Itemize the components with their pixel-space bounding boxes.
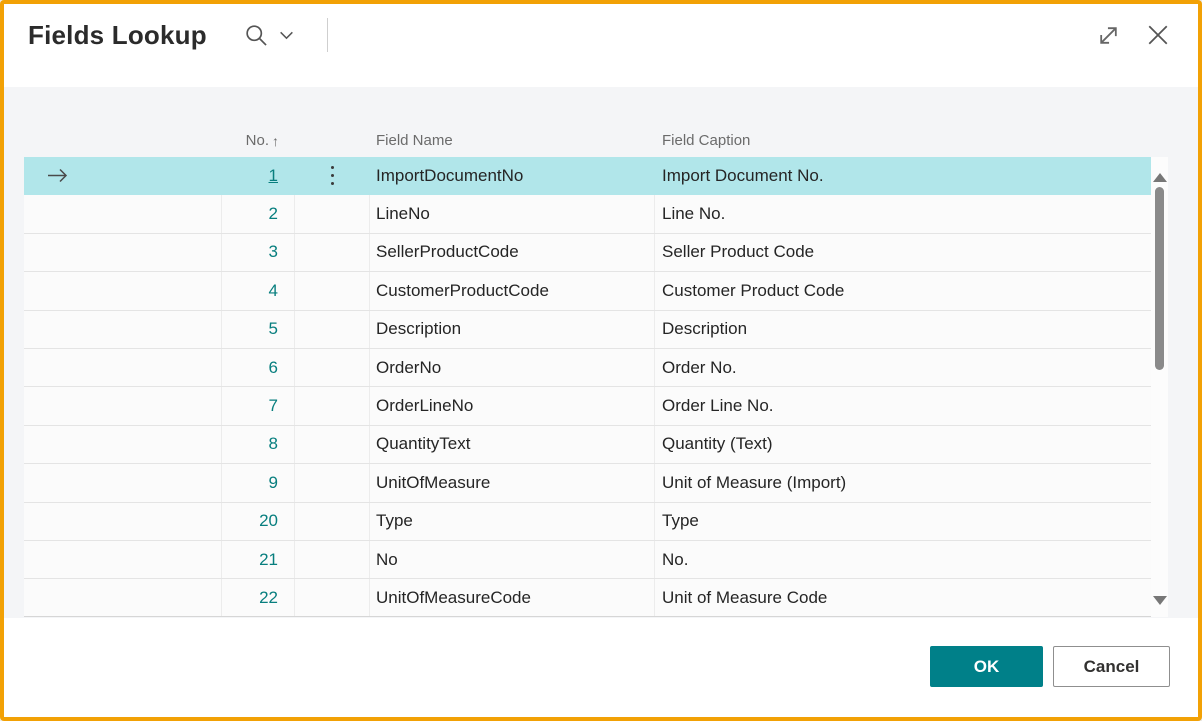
row-menu-cell <box>295 579 370 616</box>
fields-table: 1 ImportDocumentNo Import Document No. 2 Lin… <box>24 157 1151 617</box>
row-field-caption: Quantity (Text) <box>662 434 773 454</box>
row-selector-cell <box>24 195 222 233</box>
row-field-caption: Description <box>662 319 748 339</box>
table-row[interactable]: 21 No No. <box>24 540 1151 580</box>
dialog-titlebar: Fields Lookup <box>4 4 1198 87</box>
row-field-name: QuantityText <box>370 425 655 464</box>
dialog-title: Fields Lookup <box>28 19 207 50</box>
row-menu-cell <box>295 540 370 579</box>
table-row[interactable]: 22 UnitOfMeasureCode Unit of Measure Code <box>24 579 1151 616</box>
table-row[interactable]: 20 Type Type <box>24 502 1151 541</box>
scrollbar-thumb[interactable] <box>1155 187 1164 370</box>
row-field-name: LineNo <box>370 195 655 233</box>
row-field-caption: Customer Product Code <box>662 280 845 300</box>
titlebar-divider <box>326 18 328 52</box>
row-menu-cell <box>295 233 370 272</box>
ok-button[interactable]: OK <box>930 646 1043 687</box>
close-icon[interactable] <box>1142 19 1174 51</box>
row-no-link[interactable]: 22 <box>259 587 278 607</box>
row-menu-cell <box>295 425 370 464</box>
row-menu-cell <box>295 502 370 540</box>
row-field-name: Type <box>370 502 655 540</box>
row-field-caption: Line No. <box>662 204 726 224</box>
row-menu-cell <box>295 272 370 310</box>
row-field-name: OrderNo <box>370 348 655 387</box>
row-no-link[interactable]: 6 <box>268 357 278 377</box>
expand-dialog-icon[interactable] <box>1093 20 1124 51</box>
row-field-name: UnitOfMeasure <box>370 464 655 502</box>
row-no-link[interactable]: 5 <box>268 319 278 339</box>
row-selector-cell <box>24 157 222 194</box>
row-menu-cell <box>295 464 370 502</box>
row-selector-cell <box>24 348 222 387</box>
column-header-field-name[interactable]: Field Name <box>376 132 453 149</box>
row-field-caption: Order Line No. <box>662 396 774 416</box>
grid-column-headers: No. ↑ Field Name Field Caption <box>24 87 1151 157</box>
row-menu-cell <box>295 195 370 233</box>
table-row[interactable]: 3 SellerProductCode Seller Product Code <box>24 233 1151 273</box>
row-menu-cell <box>295 387 370 425</box>
table-row[interactable]: 2 LineNo Line No. <box>24 195 1151 234</box>
row-no-link[interactable]: 7 <box>268 396 278 416</box>
row-no-link[interactable]: 20 <box>259 511 278 531</box>
row-field-name: No <box>370 540 655 579</box>
row-field-name: OrderLineNo <box>370 387 655 425</box>
cancel-button[interactable]: Cancel <box>1053 646 1170 687</box>
row-no-link[interactable]: 9 <box>268 472 278 492</box>
column-header-field-caption[interactable]: Field Caption <box>662 132 751 149</box>
row-selector-cell <box>24 233 222 272</box>
row-no-link[interactable]: 1 <box>268 165 278 185</box>
row-field-name: ImportDocumentNo <box>376 165 524 185</box>
table-row[interactable]: 7 OrderLineNo Order Line No. <box>24 387 1151 426</box>
row-selector-cell <box>24 387 222 425</box>
row-selector-cell <box>24 502 222 540</box>
row-field-caption: Seller Product Code <box>662 242 815 262</box>
row-field-name: SellerProductCode <box>370 233 655 272</box>
row-field-caption: Unit of Measure (Import) <box>662 472 847 492</box>
vertical-scrollbar[interactable] <box>1151 157 1168 617</box>
dialog-body: No. ↑ Field Name Field Caption 1 ImportDo… <box>4 87 1198 717</box>
dialog-footer: OK Cancel <box>4 618 1198 717</box>
row-menu-cell <box>295 348 370 387</box>
sort-ascending-icon: ↑ <box>272 132 279 149</box>
row-no-link[interactable]: 2 <box>268 204 278 224</box>
row-field-name: UnitOfMeasureCode <box>370 579 655 616</box>
column-header-no[interactable]: No. <box>245 132 269 149</box>
table-row[interactable]: 9 UnitOfMeasure Unit of Measure (Import) <box>24 464 1151 503</box>
scroll-up-icon[interactable] <box>1152 173 1167 182</box>
row-no-link[interactable]: 4 <box>268 280 278 300</box>
row-selector-cell <box>24 579 222 616</box>
row-selector-cell <box>24 425 222 464</box>
table-row[interactable]: 5 Description Description <box>24 310 1151 349</box>
scroll-down-icon[interactable] <box>1152 596 1167 605</box>
search-icon[interactable] <box>241 20 272 51</box>
table-row[interactable]: 6 OrderNo Order No. <box>24 348 1151 388</box>
vertical-ellipsis-icon[interactable] <box>327 162 338 189</box>
row-field-name: Description <box>370 310 655 348</box>
row-field-caption: Unit of Measure Code <box>662 587 828 607</box>
table-row[interactable]: 4 CustomerProductCode Customer Product Cod… <box>24 272 1151 311</box>
row-no-link[interactable]: 8 <box>268 434 278 454</box>
row-field-caption: Order No. <box>662 357 737 377</box>
row-no-link[interactable]: 3 <box>268 242 278 262</box>
row-selector-cell <box>24 464 222 502</box>
table-row[interactable]: 8 QuantityText Quantity (Text) <box>24 425 1151 465</box>
row-menu-cell <box>295 157 370 194</box>
row-menu-cell <box>295 310 370 348</box>
row-field-caption: No. <box>662 549 689 569</box>
row-field-name: CustomerProductCode <box>370 272 655 310</box>
row-field-caption: Type <box>662 511 699 531</box>
table-row[interactable]: 1 ImportDocumentNo Import Document No. <box>24 157 1151 196</box>
arrow-right-icon <box>46 167 69 184</box>
search-control[interactable] <box>241 20 297 51</box>
row-no-link[interactable]: 21 <box>259 549 278 569</box>
row-field-caption: Import Document No. <box>662 165 824 185</box>
row-selector-cell <box>24 272 222 310</box>
row-selector-cell <box>24 310 222 348</box>
chevron-down-icon[interactable] <box>276 25 297 46</box>
row-selector-cell <box>24 540 222 579</box>
